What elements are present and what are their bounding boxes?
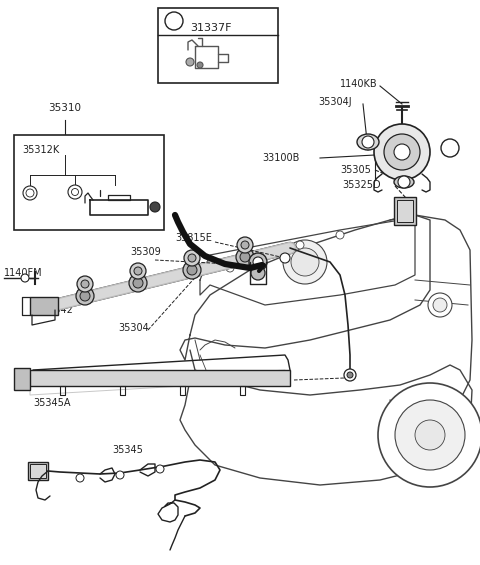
Text: 35342: 35342	[42, 305, 73, 315]
Circle shape	[72, 189, 79, 195]
Text: 35304J: 35304J	[318, 97, 352, 107]
Circle shape	[150, 202, 160, 212]
Bar	[14, 135, 164, 230]
Text: 35345A: 35345A	[33, 398, 71, 408]
Text: 35325D: 35325D	[342, 180, 381, 190]
Ellipse shape	[357, 134, 379, 150]
Circle shape	[21, 274, 29, 282]
Circle shape	[80, 291, 90, 301]
Text: 35310: 35310	[48, 103, 82, 113]
Circle shape	[241, 241, 249, 249]
Circle shape	[76, 474, 84, 482]
Circle shape	[236, 248, 254, 266]
Circle shape	[336, 231, 344, 239]
Circle shape	[428, 293, 452, 317]
Ellipse shape	[394, 176, 414, 188]
Circle shape	[187, 265, 197, 275]
Text: 33100B: 33100B	[262, 153, 300, 163]
Circle shape	[374, 124, 430, 180]
Circle shape	[261, 251, 269, 259]
Circle shape	[26, 189, 34, 197]
Text: a: a	[447, 149, 453, 158]
Circle shape	[183, 261, 201, 279]
Text: 31337F: 31337F	[190, 23, 231, 33]
Circle shape	[134, 267, 142, 275]
Circle shape	[433, 298, 447, 312]
Circle shape	[378, 383, 480, 487]
Circle shape	[76, 287, 94, 305]
Circle shape	[68, 185, 82, 199]
Circle shape	[362, 136, 374, 148]
Bar	[30, 464, 46, 478]
Bar	[394, 197, 416, 225]
Text: a: a	[171, 22, 177, 31]
Circle shape	[165, 12, 183, 30]
Circle shape	[130, 263, 146, 279]
Circle shape	[394, 144, 410, 160]
Text: 35309: 35309	[130, 247, 161, 257]
Circle shape	[395, 400, 465, 470]
Circle shape	[251, 266, 265, 280]
Circle shape	[291, 248, 319, 276]
Bar	[14, 368, 30, 390]
Text: 35304: 35304	[118, 323, 149, 333]
Circle shape	[77, 276, 93, 292]
Text: 35340: 35340	[255, 375, 286, 385]
Circle shape	[133, 278, 143, 288]
Text: 33815E: 33815E	[175, 233, 212, 243]
Text: 1140KB: 1140KB	[340, 79, 378, 89]
Circle shape	[226, 264, 234, 272]
Text: 35312K: 35312K	[22, 145, 59, 155]
Circle shape	[398, 176, 410, 188]
Circle shape	[186, 58, 194, 66]
Text: 35345: 35345	[112, 445, 143, 455]
Bar	[30, 297, 58, 315]
Circle shape	[384, 134, 420, 170]
Text: 1140FM: 1140FM	[4, 268, 43, 278]
Circle shape	[344, 369, 356, 381]
Circle shape	[441, 139, 459, 157]
Bar	[397, 200, 413, 222]
Circle shape	[415, 420, 445, 450]
Circle shape	[347, 372, 353, 378]
Circle shape	[237, 237, 253, 253]
Circle shape	[253, 257, 263, 267]
Text: 35305: 35305	[340, 165, 371, 175]
Circle shape	[184, 250, 200, 266]
Bar	[28, 462, 48, 480]
Circle shape	[23, 186, 37, 200]
Circle shape	[240, 252, 250, 262]
Circle shape	[296, 241, 304, 249]
Circle shape	[280, 253, 290, 263]
Circle shape	[249, 253, 267, 271]
Bar	[158, 8, 278, 83]
Circle shape	[116, 471, 124, 479]
Circle shape	[197, 62, 203, 68]
Bar	[28, 370, 290, 386]
Circle shape	[129, 274, 147, 292]
Circle shape	[81, 280, 89, 288]
Circle shape	[188, 254, 196, 262]
Circle shape	[156, 465, 164, 473]
Circle shape	[283, 240, 327, 284]
